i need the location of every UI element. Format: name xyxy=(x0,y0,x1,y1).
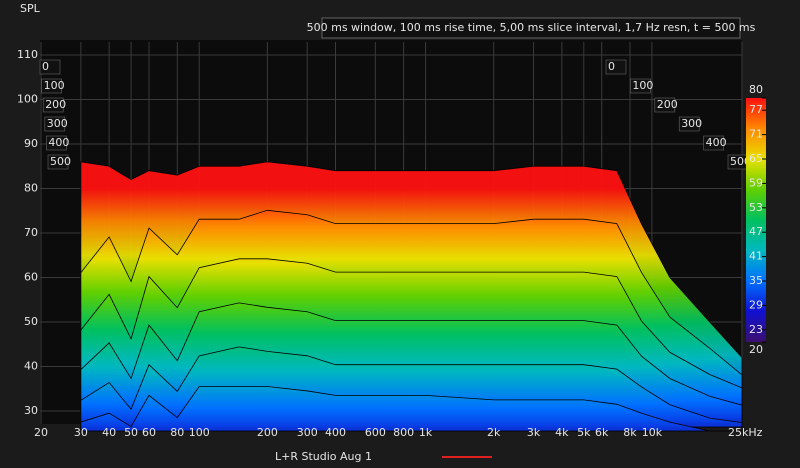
x-tick-label: 10k xyxy=(642,426,663,439)
depth-tick-label: 500 xyxy=(730,155,751,168)
colorbar-tick-label: 41 xyxy=(749,250,763,263)
x-tick-label: 8k xyxy=(623,426,637,439)
x-tick-label: 600 xyxy=(365,426,386,439)
depth-tick-label: 200 xyxy=(657,98,678,111)
depth-tick-box xyxy=(678,116,700,132)
depth-tick-box xyxy=(47,154,69,170)
x-tick-label: 60 xyxy=(142,426,156,439)
depth-tick-label: 200 xyxy=(45,98,66,111)
y-axis-label: SPL xyxy=(20,2,41,15)
x-tick-label: 1k xyxy=(419,426,433,439)
y-tick-label: 30 xyxy=(24,404,38,417)
colorbar-tick-label: 35 xyxy=(749,274,763,287)
depth-tick-label: 300 xyxy=(681,117,702,130)
y-tick-label: 100 xyxy=(17,93,38,106)
title-box xyxy=(321,17,741,39)
depth-tick-label: 100 xyxy=(632,79,653,92)
x-tick-label: 400 xyxy=(325,426,346,439)
depth-tick-box xyxy=(703,135,724,151)
depth-tick-box xyxy=(46,135,67,151)
x-tick-label: 800 xyxy=(393,426,414,439)
colorbar-tick-label: 23 xyxy=(749,323,763,336)
colorbar-tick-label: 71 xyxy=(749,128,763,141)
depth-tick-label: 300 xyxy=(47,117,68,130)
y-tick-label: 40 xyxy=(24,360,38,373)
y-tick-label: 60 xyxy=(24,271,38,284)
x-tick-label: 5k xyxy=(577,426,591,439)
colorbar-tick-label: 59 xyxy=(749,176,763,189)
x-tick-label: 3k xyxy=(527,426,541,439)
colorbar-tick-label: 29 xyxy=(749,298,763,311)
colorbar-tick-label: 77 xyxy=(749,103,763,116)
waterfall-slice xyxy=(80,386,742,432)
x-tick-label: 2k xyxy=(487,426,501,439)
x-tick-label: 100 xyxy=(189,426,210,439)
x-tick-label: 20 xyxy=(34,426,48,439)
depth-tick-label: 400 xyxy=(706,136,727,149)
depth-tick-box xyxy=(630,78,651,94)
colorbar xyxy=(746,98,766,342)
depth-tick-label: 100 xyxy=(44,79,65,92)
x-tick-label: 50 xyxy=(124,426,138,439)
y-tick-label: 90 xyxy=(24,137,38,150)
colorbar-tick-label: 47 xyxy=(749,225,763,238)
depth-tick-label: 400 xyxy=(48,136,69,149)
x-tick-label: 80 xyxy=(170,426,184,439)
chart-title: 500 ms window, 100 ms rise time, 5,00 ms… xyxy=(307,21,756,34)
colorbar-tick-label: 53 xyxy=(749,201,763,214)
depth-tick-label: 0 xyxy=(42,60,49,73)
depth-tick-box xyxy=(605,59,627,75)
legend-label: L+R Studio Aug 1 xyxy=(275,450,372,463)
depth-tick-box xyxy=(41,78,62,94)
x-tick-label: 25kHz xyxy=(728,426,763,439)
x-tick-label: 6k xyxy=(595,426,609,439)
depth-tick-box xyxy=(39,59,61,75)
colorbar-tick-label: 65 xyxy=(749,152,763,165)
depth-tick-box xyxy=(44,116,66,132)
y-tick-label: 110 xyxy=(17,48,38,61)
colorbar-tick-label: 80 xyxy=(749,83,763,96)
depth-tick-box xyxy=(654,97,676,113)
y-tick-label: 50 xyxy=(24,315,38,328)
x-tick-label: 40 xyxy=(102,426,116,439)
x-tick-label: 4k xyxy=(555,426,569,439)
depth-tick-label: 0 xyxy=(608,60,615,73)
colorbar-tick-label: 20 xyxy=(749,343,763,356)
x-tick-label: 200 xyxy=(257,426,278,439)
x-tick-label: 300 xyxy=(297,426,318,439)
depth-tick-box xyxy=(42,97,64,113)
y-tick-label: 80 xyxy=(24,182,38,195)
y-tick-label: 70 xyxy=(24,226,38,239)
depth-tick-label: 500 xyxy=(50,155,71,168)
x-tick-label: 30 xyxy=(74,426,88,439)
